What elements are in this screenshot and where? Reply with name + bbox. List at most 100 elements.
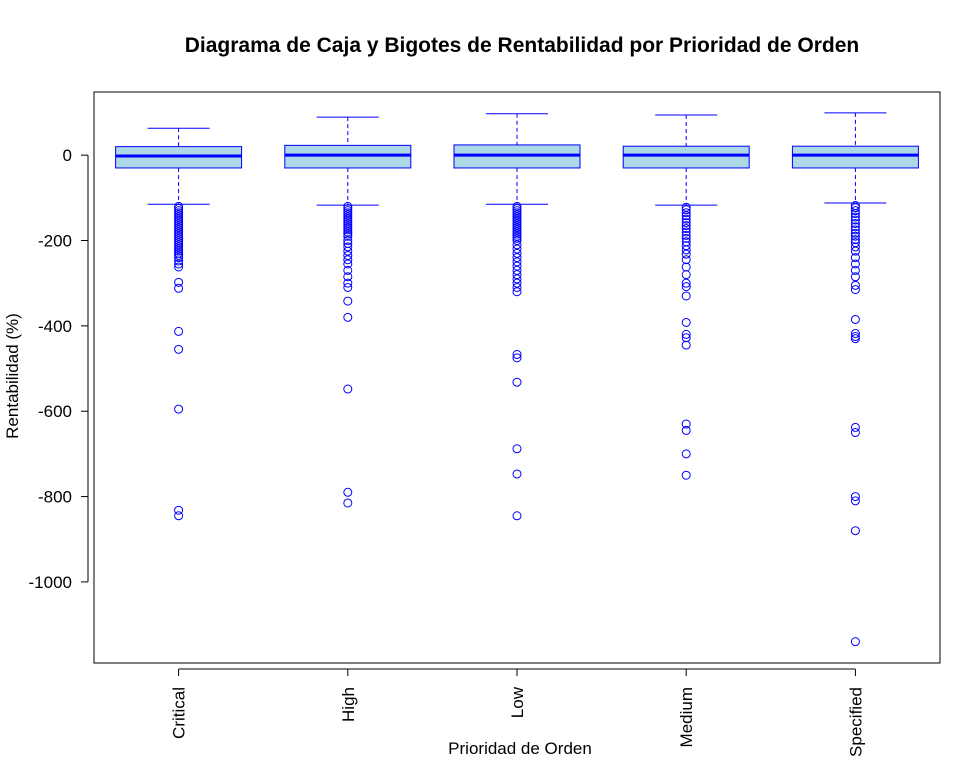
y-tick-label: -200 bbox=[38, 232, 72, 251]
outlier-point bbox=[512, 270, 522, 280]
outlier-point bbox=[512, 223, 522, 233]
plot-area bbox=[115, 112, 919, 647]
outlier-point bbox=[512, 511, 522, 521]
outlier-point bbox=[850, 203, 860, 213]
outlier-point bbox=[681, 233, 691, 243]
outlier-point bbox=[343, 210, 353, 220]
outlier-point bbox=[681, 425, 691, 435]
outlier-point bbox=[174, 344, 184, 354]
chart-title: Diagrama de Caja y Bigotes de Rentabilid… bbox=[185, 34, 859, 57]
x-tick-label: Medium bbox=[677, 687, 696, 747]
outlier-point bbox=[343, 201, 353, 211]
outlier-point bbox=[343, 282, 353, 292]
outlier-point bbox=[681, 245, 691, 255]
x-axis-label: Prioridad de Orden bbox=[448, 739, 592, 758]
outlier-point bbox=[512, 214, 522, 224]
outlier-point bbox=[850, 228, 860, 238]
outlier-point bbox=[512, 469, 522, 479]
outlier-point bbox=[850, 215, 860, 225]
outlier-point bbox=[850, 314, 860, 324]
outlier-point bbox=[512, 278, 522, 288]
outlier-point bbox=[681, 282, 691, 292]
outlier-point bbox=[850, 526, 860, 536]
outlier-point bbox=[343, 227, 353, 237]
outlier-point bbox=[174, 253, 184, 263]
outlier-point bbox=[512, 253, 522, 263]
outlier-point bbox=[174, 238, 184, 248]
outlier-point bbox=[850, 235, 860, 245]
outlier-point bbox=[512, 248, 522, 258]
outlier-point bbox=[850, 212, 860, 222]
outlier-point bbox=[174, 204, 184, 214]
outlier-point bbox=[512, 218, 522, 228]
outlier-point bbox=[343, 231, 353, 241]
outlier-point bbox=[681, 241, 691, 251]
outlier-point bbox=[174, 231, 184, 241]
outlier-point bbox=[512, 227, 522, 237]
outlier-point bbox=[174, 221, 184, 231]
outlier-point bbox=[512, 282, 522, 292]
outlier-point bbox=[512, 274, 522, 284]
outlier-point bbox=[512, 265, 522, 275]
outlier-point bbox=[681, 227, 691, 237]
outlier-point bbox=[343, 384, 353, 394]
outlier-point bbox=[850, 272, 860, 282]
outlier-point bbox=[512, 233, 522, 243]
x-axis: Critical High Low Medium Specified bbox=[170, 668, 865, 757]
outlier-point bbox=[343, 225, 353, 235]
outlier-point bbox=[174, 201, 184, 211]
outlier-point bbox=[174, 223, 184, 233]
outlier-point bbox=[512, 244, 522, 254]
iqr-box bbox=[791, 145, 919, 169]
box-group-critical bbox=[115, 127, 243, 521]
outlier-point bbox=[681, 214, 691, 224]
outlier-point bbox=[174, 240, 184, 250]
x-tick-label: Critical bbox=[170, 687, 189, 739]
outlier-point bbox=[343, 487, 353, 497]
outlier-point bbox=[681, 211, 691, 221]
outlier-point bbox=[850, 334, 860, 344]
outlier-point bbox=[174, 256, 184, 266]
y-tick-label: -400 bbox=[38, 317, 72, 336]
outlier-point bbox=[850, 218, 860, 228]
outlier-point bbox=[512, 225, 522, 235]
outlier-point bbox=[512, 210, 522, 220]
box-group-high bbox=[284, 116, 412, 508]
outlier-point bbox=[343, 208, 353, 218]
outlier-point bbox=[174, 208, 184, 218]
outlier-point bbox=[850, 280, 860, 290]
outlier-point bbox=[512, 257, 522, 267]
outlier-point bbox=[512, 353, 522, 363]
outlier-point bbox=[343, 278, 353, 288]
x-tick-label: Low bbox=[508, 686, 527, 718]
outlier-point bbox=[681, 221, 691, 231]
outlier-point bbox=[512, 231, 522, 241]
box-group-specified bbox=[791, 112, 919, 647]
y-tick-label: -600 bbox=[38, 402, 72, 421]
outlier-point bbox=[681, 230, 691, 240]
outlier-point bbox=[681, 329, 691, 339]
outlier-point bbox=[512, 204, 522, 214]
plot-frame bbox=[93, 91, 941, 664]
outlier-point bbox=[174, 227, 184, 237]
x-tick-label: High bbox=[339, 687, 358, 722]
outlier-point bbox=[174, 246, 184, 256]
outlier-point bbox=[174, 244, 184, 254]
outlier-point bbox=[174, 505, 184, 515]
y-tick-label: -1000 bbox=[29, 573, 72, 592]
outlier-point bbox=[681, 419, 691, 429]
outlier-point bbox=[343, 250, 353, 260]
outlier-point bbox=[850, 285, 860, 295]
outlier-point bbox=[343, 259, 353, 269]
outlier-point bbox=[343, 312, 353, 322]
outlier-point bbox=[512, 212, 522, 222]
outlier-point bbox=[681, 317, 691, 327]
outlier-point bbox=[343, 212, 353, 222]
outlier-point bbox=[681, 249, 691, 259]
outlier-point bbox=[174, 214, 184, 224]
outlier-point bbox=[174, 236, 184, 246]
outlier-point bbox=[850, 329, 860, 339]
outlier-point bbox=[681, 291, 691, 301]
outlier-point bbox=[343, 265, 353, 275]
